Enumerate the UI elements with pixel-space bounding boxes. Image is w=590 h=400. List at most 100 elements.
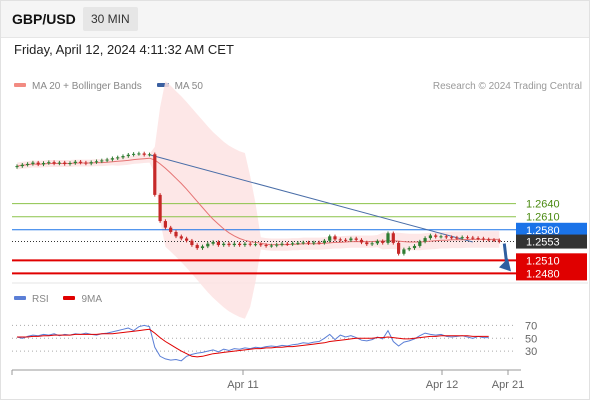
symbol-label: GBP/USD <box>12 11 76 27</box>
candle-body <box>206 243 210 247</box>
candle-body <box>147 154 152 156</box>
candle-body <box>344 239 348 241</box>
candle-body <box>397 242 401 254</box>
candle-body <box>41 163 46 165</box>
level-label-1.2510: 1.2510 <box>526 255 560 267</box>
legend-rsi-ma-swatch <box>63 296 76 301</box>
candle-body <box>412 245 417 249</box>
candle-body <box>89 162 93 164</box>
candle-body <box>312 242 316 244</box>
candle-body <box>317 242 321 244</box>
level-box-1.2510 <box>516 253 587 268</box>
candle-body <box>110 158 114 160</box>
header-bar: GBP/USD 30 MIN <box>1 1 589 38</box>
candle-body <box>492 239 496 241</box>
candle-body <box>94 161 99 163</box>
candle-body <box>243 243 247 246</box>
candle-body <box>137 153 141 155</box>
candle-body <box>481 238 485 240</box>
candle-body <box>359 239 364 243</box>
candle-body <box>126 154 130 157</box>
candle-body <box>487 239 491 241</box>
candle-body <box>227 243 231 246</box>
price-legend: MA 20 + Bollinger Bands MA 50 <box>14 81 215 92</box>
credit-text: Research © 2024 Trading Central <box>432 81 582 92</box>
candle-body <box>455 237 459 239</box>
legend-rsi-swatch <box>14 296 26 301</box>
legend-rsi-ma: 9MA <box>63 294 102 305</box>
candle-body <box>439 236 443 238</box>
candle-body <box>333 236 337 240</box>
legend-ma20: MA 20 + Bollinger Bands <box>14 81 142 92</box>
candle-body <box>291 243 295 245</box>
candle-body <box>200 246 205 249</box>
rsi-legend: RSI 9MA <box>14 294 114 305</box>
candle-body <box>20 164 24 167</box>
candle-body <box>79 161 83 163</box>
candle-body <box>57 162 61 164</box>
candle-body <box>132 153 136 155</box>
candle-body <box>423 238 427 242</box>
candle-body <box>174 231 178 237</box>
candle-body <box>460 237 464 239</box>
rsi-tick-70: 70 <box>525 320 537 332</box>
candle-body <box>158 194 162 222</box>
candle-body <box>105 159 109 161</box>
level-box-1.2580 <box>516 222 587 237</box>
candle-body <box>26 163 30 165</box>
candle-body <box>248 243 252 245</box>
candle-body <box>121 156 125 158</box>
legend-rsi-ma-label: 9MA <box>81 294 103 305</box>
candle-body <box>190 240 194 246</box>
candle-body <box>116 157 120 159</box>
rsi-ma-line <box>17 328 489 358</box>
candle-body <box>434 235 438 237</box>
candle-body <box>84 162 88 164</box>
legend-ma50-swatch <box>156 83 169 88</box>
candle-body <box>328 236 332 241</box>
candle-body <box>428 235 432 239</box>
candle-body <box>36 162 40 165</box>
candle-body <box>275 244 279 246</box>
level-label-1.2553: 1.2553 <box>526 237 560 249</box>
candle-body <box>142 153 146 155</box>
candle-body <box>322 240 326 243</box>
legend-rsi: RSI <box>14 294 49 305</box>
candle-body <box>296 242 300 244</box>
level-box-1.2553 <box>516 234 587 249</box>
candle-body <box>47 162 51 164</box>
rsi-tick-30: 30 <box>525 346 537 358</box>
candle-body <box>444 236 448 238</box>
candle-body <box>100 160 104 162</box>
candle-body <box>195 245 199 249</box>
candle-body <box>31 162 35 164</box>
candle-body <box>216 241 220 246</box>
candle-body <box>222 243 226 246</box>
candle-body <box>179 236 183 239</box>
candle-body <box>52 162 56 164</box>
candle-body <box>15 166 19 168</box>
level-label-1.2610: 1.2610 <box>526 212 560 224</box>
candle-body <box>370 243 374 245</box>
x-tick-label-0: Apr 11 <box>227 379 259 391</box>
candle-body <box>306 242 311 244</box>
timeframe-button[interactable]: 30 MIN <box>83 7 138 31</box>
candle-body <box>285 243 289 245</box>
candle-body <box>259 244 263 246</box>
candle-body <box>381 241 385 243</box>
datetime-label: Friday, April 12, 2024 4:11:32 AM CET <box>14 42 234 57</box>
rsi-line <box>16 324 489 362</box>
level-label-1.2480: 1.2480 <box>526 268 560 280</box>
candle-body <box>476 238 480 240</box>
rsi-tick-50: 50 <box>525 333 537 345</box>
level-label-1.2640: 1.2640 <box>526 199 560 211</box>
candle-body <box>153 154 157 195</box>
candle-body <box>391 233 395 243</box>
legend-ma20-swatch <box>14 83 26 88</box>
candle-body <box>232 243 236 246</box>
candle-body <box>264 245 268 247</box>
legend-rsi-label: RSI <box>32 294 49 305</box>
legend-ma50-label: MA 50 <box>174 81 203 92</box>
candle-body <box>450 237 454 239</box>
forecast-arrow-head <box>499 258 511 272</box>
